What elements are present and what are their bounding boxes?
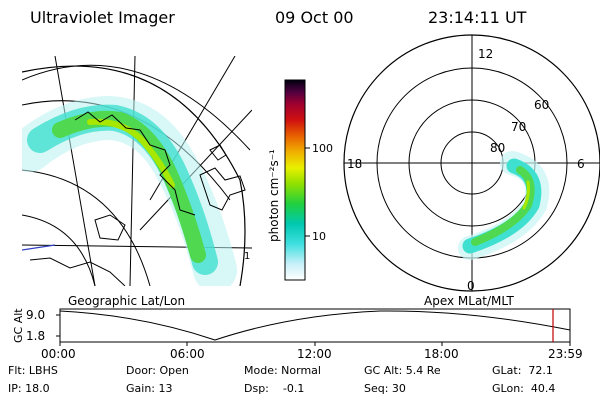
lat-label-60: 60 [534,98,549,112]
lat-label-80: 80 [490,141,505,155]
image-time: 23:14:11 UT [428,8,527,27]
ip-info: IP: 18.0 [8,382,50,395]
coastline [209,144,227,161]
timeline-xtick-0600: 06:00 [170,347,205,361]
timeline-xticks [59,342,571,346]
mlt-label-12: 12 [478,47,493,61]
lat-label-70: 70 [511,120,526,134]
lon-grid-line [54,56,96,286]
lat-grid-line [22,214,96,286]
timeline-ytick-1-8: 1.8 [26,329,45,343]
polar-plot-label: Apex MLat/MLT [424,294,514,308]
lat-grid-line [22,169,151,286]
gain-info: Gain: 13 [126,382,173,395]
coastline [29,257,126,286]
instrument-title: Ultraviolet Imager [30,8,175,27]
coastline [199,167,246,211]
geographic-map [22,56,252,286]
mlt-label-0: 0 [467,279,475,293]
glat-info: GLat: 72.1 [492,364,553,377]
lat-grid-line [22,64,251,151]
timeline-xtick-1800: 18:00 [424,347,459,361]
filter-info: Flt: LBHS [8,364,58,377]
polar-aurora-bright [522,180,530,210]
mlt-label-6: 6 [577,157,585,171]
polar-plot [343,34,600,292]
mlt-label-18: 18 [347,157,362,171]
seq-info: Seq: 30 [364,382,406,395]
glon-info: GLon: 40.4 [492,382,556,395]
gc-alt-info: GC Alt: 5.4 Re [364,364,441,377]
colorbar-unit-label: photon cm⁻²s⁻¹ [267,149,281,242]
timeline-xtick-0000: 00:00 [41,347,76,361]
dsp-info: Dsp: -0.1 [244,382,305,395]
timeline-frame [59,308,571,343]
terminator-line [22,244,56,251]
timeline-xtick-2359: 23:59 [548,347,583,361]
mode-info: Mode: Normal [244,364,321,377]
coastline [94,214,126,241]
door-info: Door: Open [126,364,189,377]
geo-tick-label: 1 [244,251,250,262]
colorbar-tick-10: 10 [312,230,326,243]
timeline-xtick-1200: 12:00 [297,347,332,361]
altitude-curve [59,310,571,341]
colorbar [284,79,306,281]
geo-map-label: Geographic Lat/Lon [68,294,185,308]
lon-grid-line [129,56,136,286]
colorbar-tick-100: 100 [312,142,333,155]
timeline-ytick-9: 9.0 [26,308,45,322]
coastline [74,111,196,216]
image-date: 09 Oct 00 [275,8,354,27]
polar-aurora-core [471,166,535,246]
timeline-ylabel: GC Alt [12,308,25,343]
